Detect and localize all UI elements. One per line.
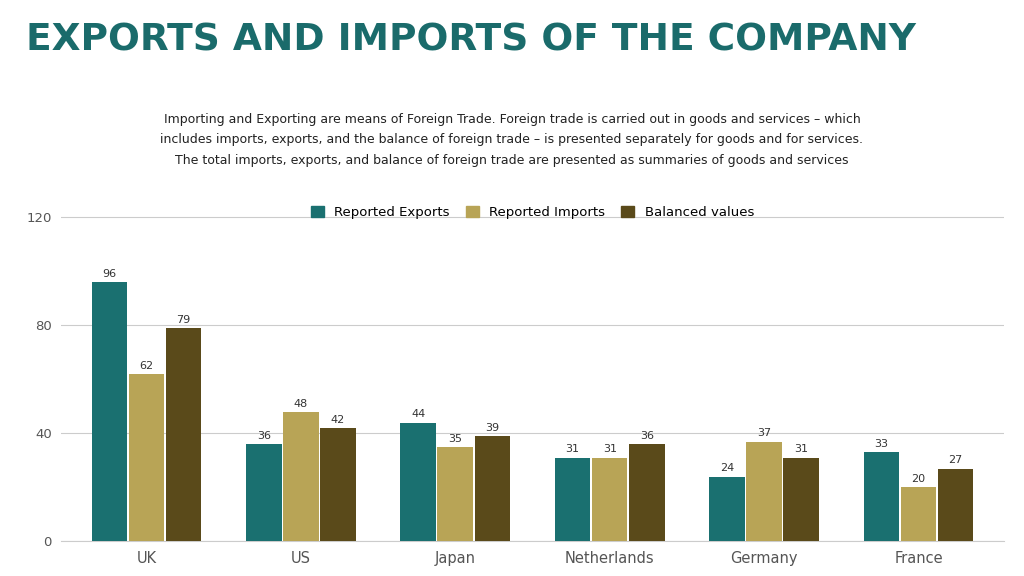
Text: 2: 2	[985, 545, 996, 563]
Text: 79: 79	[176, 315, 190, 325]
Legend: Reported Exports, Reported Imports, Balanced values: Reported Exports, Reported Imports, Bala…	[306, 202, 759, 223]
Bar	[592, 458, 628, 541]
Bar	[91, 282, 127, 541]
Bar	[864, 452, 899, 541]
Bar	[710, 477, 744, 541]
Bar	[474, 436, 510, 541]
Text: EXPORTS AND IMPORTS OF THE COMPANY: EXPORTS AND IMPORTS OF THE COMPANY	[26, 22, 915, 58]
Text: 39: 39	[485, 423, 500, 433]
Bar	[166, 328, 201, 541]
Text: 96: 96	[102, 269, 117, 279]
Bar	[246, 444, 282, 541]
Text: 33: 33	[874, 439, 889, 449]
Bar	[938, 468, 974, 541]
Bar	[437, 447, 473, 541]
Text: 48: 48	[294, 399, 308, 408]
Bar	[283, 412, 318, 541]
Bar	[783, 458, 819, 541]
Text: 24: 24	[720, 464, 734, 473]
Text: 36: 36	[257, 431, 270, 441]
Bar	[321, 428, 355, 541]
Text: Importing and Exporting are means of Foreign Trade. Foreign trade is carried out: Importing and Exporting are means of For…	[161, 113, 863, 166]
Text: 36: 36	[640, 431, 653, 441]
Bar	[555, 458, 591, 541]
Text: 27: 27	[948, 455, 963, 465]
Bar	[746, 442, 782, 541]
Text: 20: 20	[911, 474, 926, 484]
Bar	[400, 423, 436, 541]
Text: 42: 42	[331, 415, 345, 425]
Text: 31: 31	[565, 445, 580, 454]
Text: 44: 44	[411, 410, 425, 419]
Bar	[129, 374, 164, 541]
Text: 35: 35	[449, 434, 462, 444]
Bar	[901, 487, 936, 541]
Text: 62: 62	[139, 361, 154, 371]
Text: 31: 31	[795, 445, 808, 454]
Bar	[629, 444, 665, 541]
Text: 31: 31	[603, 445, 616, 454]
Text: 37: 37	[757, 429, 771, 438]
